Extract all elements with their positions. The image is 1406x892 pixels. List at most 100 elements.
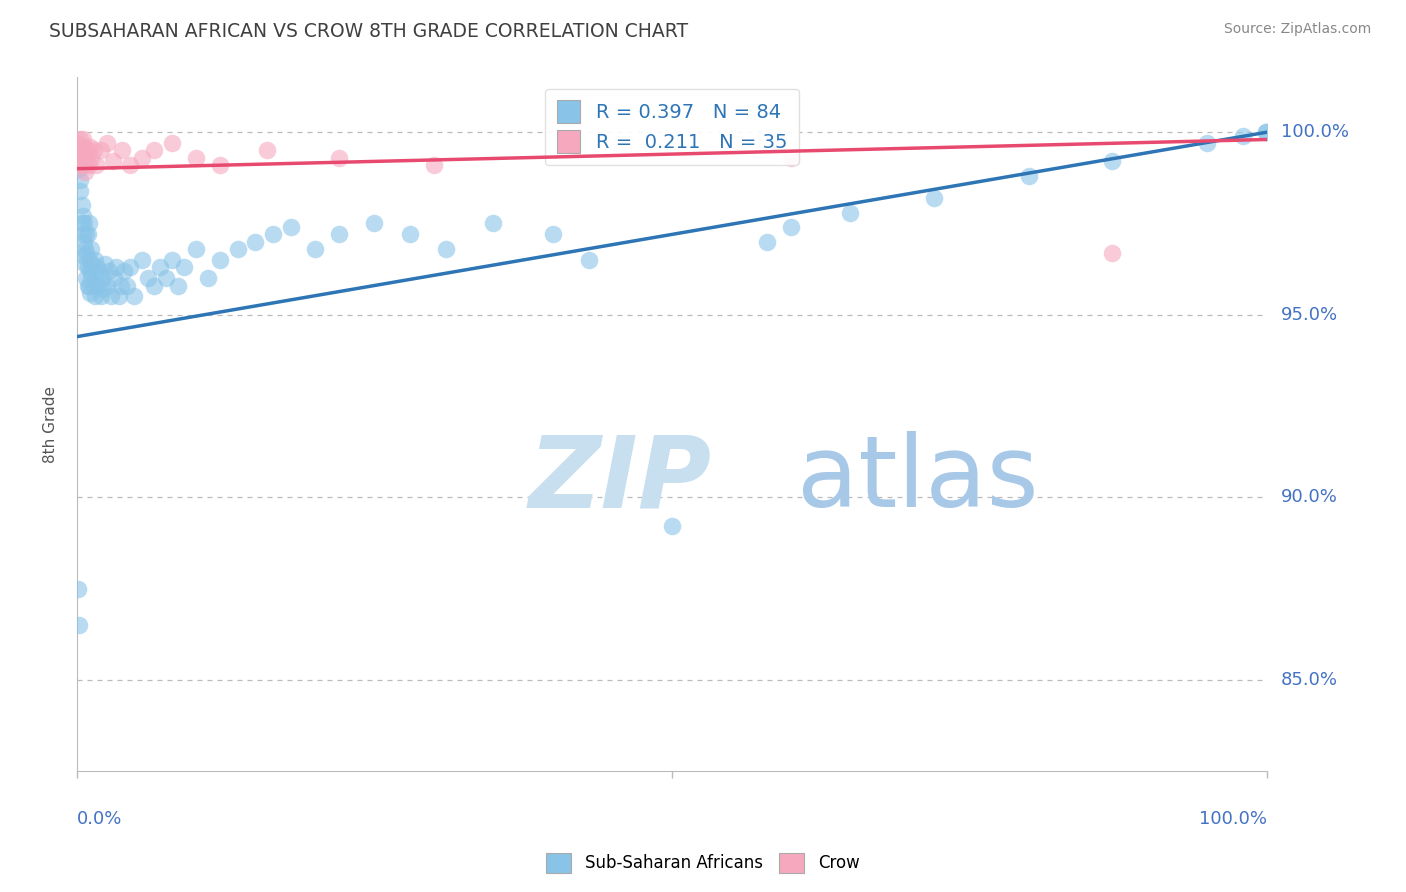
Point — [90, 144, 112, 158]
Text: 0.0%: 0.0% — [77, 810, 122, 828]
Point — [661, 519, 683, 533]
Point — [256, 144, 278, 158]
Point — [922, 191, 945, 205]
Point — [111, 144, 134, 158]
Point — [160, 136, 183, 150]
Point — [1254, 125, 1277, 139]
Point — [262, 227, 284, 242]
Point — [94, 257, 117, 271]
Point — [1101, 154, 1123, 169]
Point — [304, 242, 326, 256]
Point — [131, 151, 153, 165]
Point — [79, 264, 101, 278]
Text: 85.0%: 85.0% — [1281, 671, 1339, 689]
Point — [120, 260, 142, 275]
Point — [90, 271, 112, 285]
Point — [1254, 125, 1277, 139]
Point — [80, 271, 103, 285]
Text: 100.0%: 100.0% — [1281, 123, 1348, 141]
Text: Source: ZipAtlas.com: Source: ZipAtlas.com — [1223, 22, 1371, 37]
Point — [328, 151, 350, 165]
Point — [114, 264, 136, 278]
Point — [69, 132, 91, 146]
Point — [184, 242, 207, 256]
Point — [83, 278, 105, 293]
Point — [160, 252, 183, 267]
Point — [76, 227, 98, 242]
Point — [541, 227, 564, 242]
Point — [96, 136, 118, 150]
Point — [72, 227, 94, 242]
Text: ZIP: ZIP — [529, 431, 711, 528]
Point — [83, 289, 105, 303]
Point — [80, 242, 103, 256]
Point — [75, 245, 97, 260]
Point — [1018, 169, 1040, 183]
Point — [115, 278, 138, 293]
Point — [226, 242, 249, 256]
Point — [184, 151, 207, 165]
Point — [839, 205, 862, 219]
Point — [75, 165, 97, 179]
Point — [143, 278, 166, 293]
Point — [70, 140, 93, 154]
Point — [72, 209, 94, 223]
Point — [1197, 136, 1219, 150]
Point — [73, 140, 96, 154]
Point — [79, 285, 101, 300]
Point — [72, 151, 94, 165]
Point — [89, 264, 111, 278]
Text: 100.0%: 100.0% — [1199, 810, 1267, 828]
Point — [72, 132, 94, 146]
Point — [73, 217, 96, 231]
Point — [143, 144, 166, 158]
Point — [363, 217, 385, 231]
Point — [96, 278, 118, 293]
Point — [75, 271, 97, 285]
Point — [173, 260, 195, 275]
Legend: R = 0.397   N = 84, R =  0.211   N = 35: R = 0.397 N = 84, R = 0.211 N = 35 — [546, 88, 799, 165]
Point — [328, 227, 350, 242]
Text: atlas: atlas — [797, 431, 1039, 528]
Point — [197, 271, 219, 285]
Point — [79, 140, 101, 154]
Point — [780, 151, 803, 165]
Point — [280, 220, 302, 235]
Point — [98, 264, 121, 278]
Point — [1232, 128, 1254, 143]
Point — [76, 260, 98, 275]
Point — [67, 161, 90, 176]
Point — [756, 235, 779, 249]
Point — [105, 260, 128, 275]
Point — [136, 271, 159, 285]
Point — [101, 154, 124, 169]
Point — [103, 271, 125, 285]
Point — [84, 271, 107, 285]
Point — [399, 227, 422, 242]
Point — [91, 282, 114, 296]
Text: 90.0%: 90.0% — [1281, 488, 1337, 507]
Point — [70, 198, 93, 212]
Point — [245, 235, 267, 249]
Point — [70, 217, 93, 231]
Point — [67, 618, 90, 632]
Point — [87, 278, 110, 293]
Point — [83, 144, 105, 158]
Point — [82, 257, 104, 271]
Point — [83, 252, 105, 267]
Point — [155, 271, 177, 285]
Point — [149, 260, 172, 275]
Point — [86, 260, 108, 275]
Point — [75, 154, 97, 169]
Point — [77, 252, 100, 267]
Point — [84, 158, 107, 172]
Point — [67, 144, 90, 158]
Point — [69, 151, 91, 165]
Point — [780, 220, 803, 235]
Point — [77, 217, 100, 231]
Point — [1101, 245, 1123, 260]
Point — [434, 242, 457, 256]
Point — [69, 172, 91, 186]
Point — [208, 158, 231, 172]
Point — [77, 278, 100, 293]
